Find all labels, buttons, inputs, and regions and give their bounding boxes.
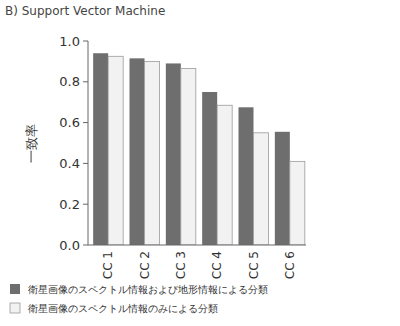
y-tick-label: 0.4 bbox=[59, 156, 80, 171]
x-tick-label: CC 6 bbox=[283, 251, 297, 279]
bar bbox=[181, 69, 196, 245]
bar bbox=[93, 53, 108, 245]
bar bbox=[166, 63, 181, 245]
chart-container: B) Support Vector Machine 一致率 0.0 0.2 0.4 0.6… bbox=[0, 0, 400, 326]
y-axis bbox=[88, 41, 89, 245]
x-tick-label: CC 4 bbox=[210, 251, 224, 279]
bar bbox=[290, 161, 305, 245]
bar bbox=[108, 56, 123, 245]
bar bbox=[217, 105, 232, 245]
y-tick bbox=[83, 204, 88, 205]
legend-swatch bbox=[10, 303, 20, 313]
legend-swatch bbox=[10, 284, 20, 294]
y-tick-label: 0.8 bbox=[59, 74, 80, 89]
bar bbox=[202, 92, 217, 245]
x-tick-label: CC 5 bbox=[247, 251, 261, 279]
bar bbox=[254, 133, 269, 245]
x-axis bbox=[88, 245, 306, 246]
y-tick bbox=[83, 81, 88, 82]
y-tick-label: 1.0 bbox=[59, 34, 80, 49]
y-tick-label: 0.2 bbox=[59, 197, 80, 212]
title: B) Support Vector Machine bbox=[5, 4, 165, 18]
y-tick bbox=[83, 122, 88, 123]
x-tick-label: CC 3 bbox=[174, 251, 188, 279]
bar bbox=[275, 132, 290, 245]
y-tick bbox=[83, 41, 88, 42]
y-tick-label: 0.0 bbox=[59, 238, 80, 253]
bar bbox=[130, 58, 145, 245]
y-tick bbox=[83, 163, 88, 164]
bar bbox=[145, 61, 160, 245]
chart-svg: B) Support Vector Machine 一致率 0.0 0.2 0.4 0.6… bbox=[0, 0, 400, 326]
legend-label: 衛星画像のスペクトル情報のみによる分類 bbox=[28, 303, 218, 314]
y-tick bbox=[83, 245, 88, 246]
bar bbox=[239, 107, 254, 245]
x-tick-label: CC 2 bbox=[138, 251, 152, 279]
y-tick-label: 0.6 bbox=[59, 115, 80, 130]
legend-label: 衛星画像のスペクトル情報および地形情報による分類 bbox=[28, 284, 268, 295]
y-axis-label: 一致率 bbox=[24, 124, 39, 163]
x-tick-label: CC 1 bbox=[101, 251, 115, 279]
bars bbox=[93, 53, 305, 245]
